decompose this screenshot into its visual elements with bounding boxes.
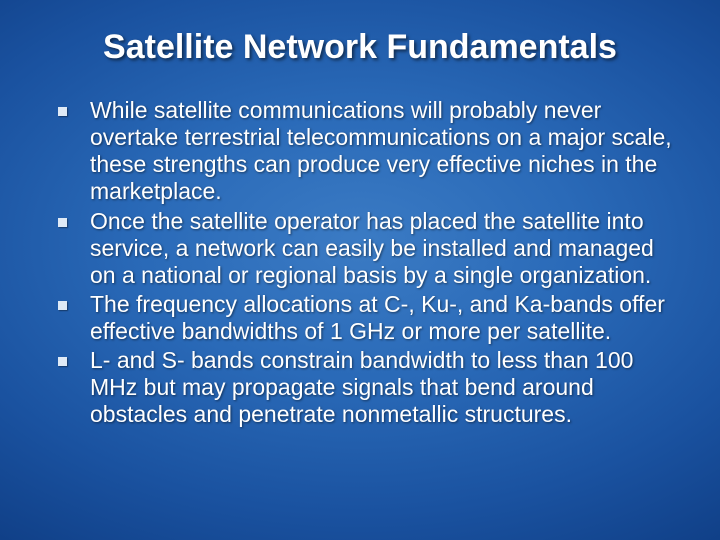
bullet-list: While satellite communications will prob… [36, 97, 684, 429]
list-item: Once the satellite operator has placed t… [50, 208, 684, 289]
list-item: While satellite communications will prob… [50, 97, 684, 206]
bullet-text: L- and S- bands constrain bandwidth to l… [90, 347, 633, 427]
bullet-text: While satellite communications will prob… [90, 97, 672, 204]
slide-container: Satellite Network Fundamentals While sat… [0, 0, 720, 540]
list-item: The frequency allocations at C-, Ku-, an… [50, 291, 684, 345]
list-item: L- and S- bands constrain bandwidth to l… [50, 347, 684, 428]
bullet-text: Once the satellite operator has placed t… [90, 208, 654, 288]
bullet-text: The frequency allocations at C-, Ku-, an… [90, 291, 665, 344]
slide-title: Satellite Network Fundamentals [36, 28, 684, 67]
